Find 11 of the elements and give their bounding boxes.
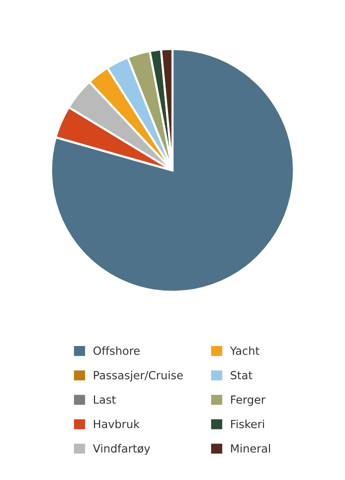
legend-label: Offshore xyxy=(93,346,140,355)
pie-slice xyxy=(50,48,295,293)
legend-label: Havbruk xyxy=(94,420,140,428)
legend-label: Last xyxy=(94,396,116,404)
legend-label: Yacht xyxy=(230,346,260,355)
legend-label: Fiskeri xyxy=(231,420,264,428)
legend-label: Vindfartøy xyxy=(92,444,150,455)
legend-label: Ferger xyxy=(231,396,266,406)
legend-label: Stat xyxy=(230,370,252,380)
legend-label: Passasjer/Cruise xyxy=(94,370,183,382)
legend-label: Mineral xyxy=(231,444,270,453)
